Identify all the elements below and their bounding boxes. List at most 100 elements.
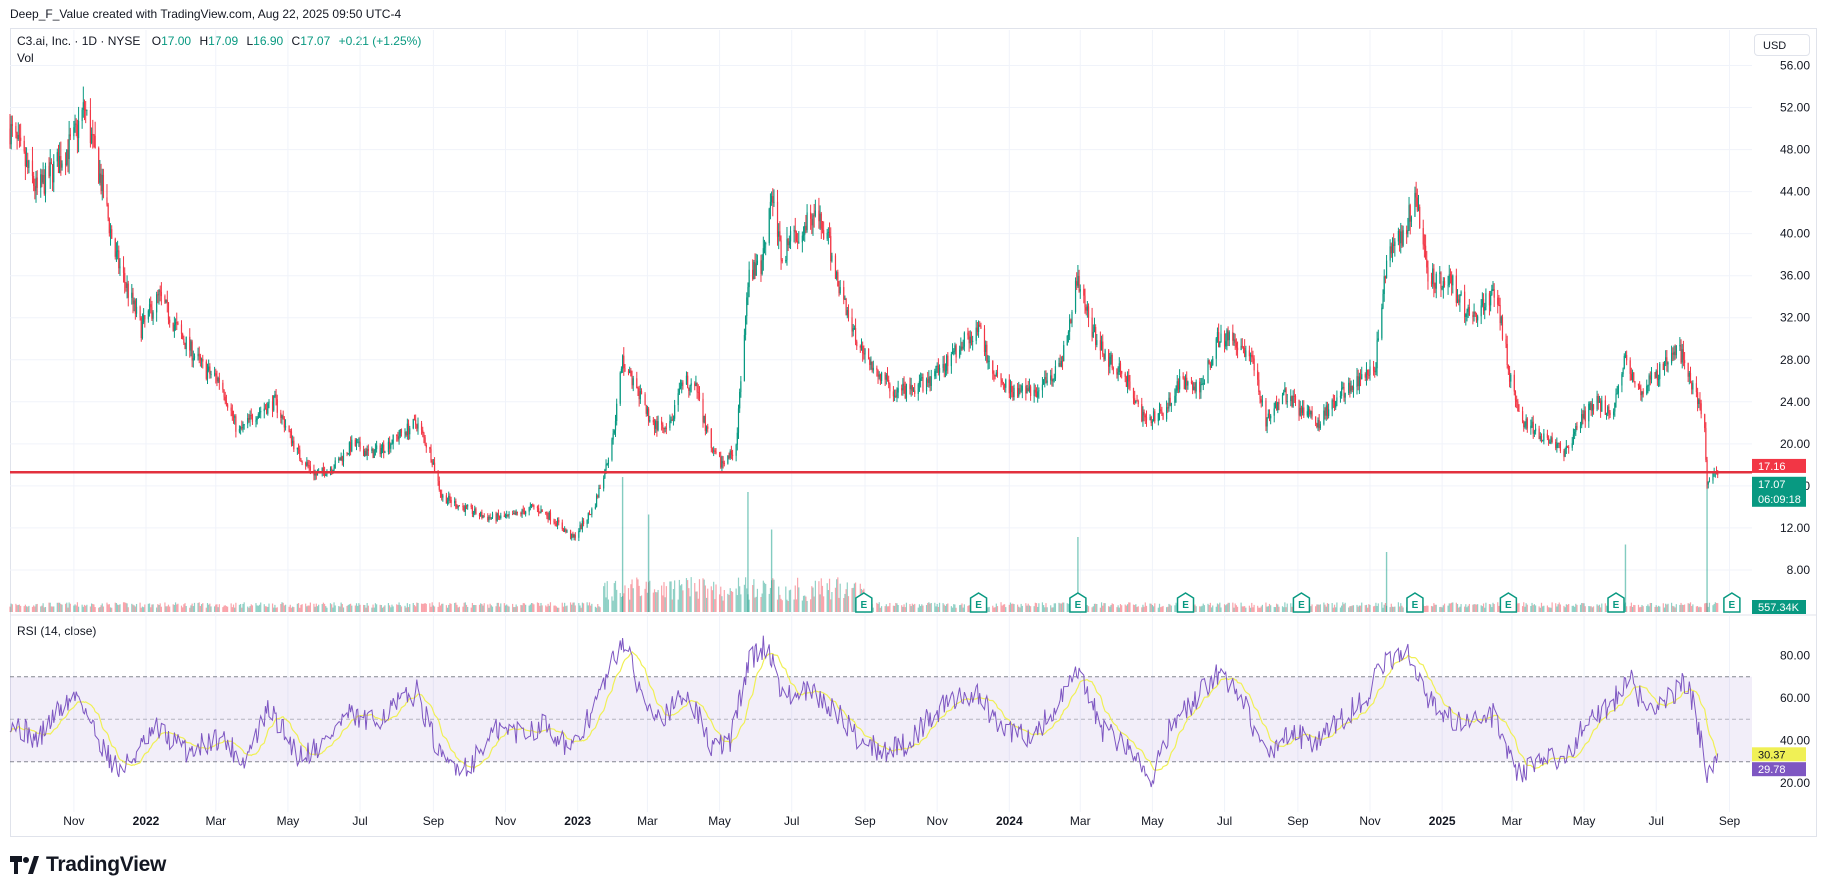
candle-body [587,513,589,520]
volume-bar [530,602,533,612]
volume-bar [413,604,416,612]
price-axis: 8.0012.0016.0020.0024.0028.0032.0036.004… [1780,59,1810,790]
volume-bar [1568,603,1570,612]
volume-bar [389,605,391,612]
candle-body [126,283,128,288]
candle-body [274,394,276,396]
volume-bar [198,602,200,612]
volume-bar [1087,606,1090,612]
volume-bar [76,602,79,612]
volume-bar [1052,607,1054,612]
volume-bar [1142,604,1144,612]
candle-body [17,134,19,139]
candle-body [1302,407,1304,413]
candle-body [1588,403,1590,422]
volume-bar [1252,607,1254,612]
candle-body [735,444,737,456]
volume-bar [247,606,249,612]
volume-bar [420,603,423,612]
volume-bar [728,594,730,612]
volume-bar [1546,605,1549,612]
candle-body [665,427,667,429]
rsi-label[interactable]: RSI (14, close) [17,624,97,638]
currency-button[interactable]: USD [1754,34,1810,56]
candle-body [282,415,284,419]
candle-body [1568,447,1570,449]
volume-bar [1647,604,1649,612]
volume-bar [606,581,608,612]
volume-bar [507,605,509,612]
candle-body [357,442,359,444]
volume-bar [404,605,406,612]
volume-bar [1093,603,1096,612]
volume-bar [1590,606,1592,612]
volume-bar [1358,605,1360,612]
volume-bar [1277,604,1279,612]
candle-body [619,372,621,404]
volume-bar [133,605,135,612]
candle-body [441,493,443,498]
volume-bar [934,602,936,612]
candle-body [1447,284,1449,286]
candle-body [1194,386,1196,392]
candle-body [192,358,194,361]
volume-bar [786,599,788,612]
candle-body [1451,275,1453,286]
candle-body [894,395,896,397]
volume-bar [1341,605,1343,612]
volume-bar [20,605,22,612]
volume-bar [176,604,178,612]
volume-bar [448,604,450,612]
candle-body [241,427,243,429]
candle-body [489,517,491,519]
volume-bar [441,603,443,612]
candle-body [657,421,659,431]
rsi-line [9,635,1719,788]
candle-body [1092,331,1094,337]
volume-bar [1639,607,1641,612]
volume-bar [48,602,50,612]
candle-body [499,516,501,519]
candle-body [42,175,44,183]
candle-body [752,269,754,280]
rsi-ma-tag: 30.37 [1752,747,1806,762]
candle-body [125,282,127,288]
volume-bar [225,606,228,612]
candle-body [1103,354,1105,360]
candle-body [1277,402,1279,411]
candle-body [1298,400,1300,416]
candle-body [100,173,102,192]
volume-bar [297,603,300,612]
volume-bar [1318,604,1320,612]
volume-bar [147,603,149,612]
volume-bar [821,585,824,612]
candle-body [788,241,790,246]
volume-bar [739,586,741,612]
volume-bar [43,607,45,612]
volume-bar [1050,605,1052,612]
candle-body [1306,411,1308,416]
volume-label[interactable]: Vol [17,51,34,65]
volume-bar [1467,605,1469,612]
candle-body [565,529,567,532]
volume-bar [1474,604,1476,612]
candle-body [582,520,585,524]
candle-body [1406,230,1408,235]
candle-body [564,529,566,532]
candle-body [1424,245,1427,260]
volume-bar [595,607,598,612]
candle-body [1202,383,1204,385]
volume-bar [729,588,731,612]
candle-body [1116,368,1118,375]
candle-body [480,512,482,516]
volume-bar [818,581,820,612]
volume-bar [17,604,19,612]
volume-bar [1666,604,1668,612]
volume-bar [281,602,283,612]
candle-body [283,418,285,428]
volume-bar [1439,607,1441,612]
volume-bar [555,606,557,612]
candle-body [75,123,77,125]
candle-body [1623,355,1625,369]
